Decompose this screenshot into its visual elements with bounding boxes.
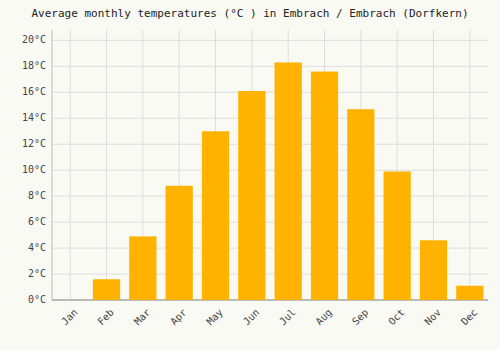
y-tick-label: 10°C [22, 164, 46, 175]
bar [420, 240, 447, 300]
x-tick-label: Jun [241, 307, 262, 328]
x-tick-label: Oct [386, 307, 407, 328]
x-grid-line [469, 30, 470, 300]
y-tick-label: 6°C [28, 216, 46, 227]
bar [275, 62, 302, 300]
y-tick-label: 16°C [22, 86, 46, 97]
y-tick-label: 14°C [22, 112, 46, 123]
y-grid-line [52, 222, 488, 223]
bar [57, 300, 84, 301]
y-tick-label: 2°C [28, 268, 46, 279]
x-tick-label: Jul [277, 307, 298, 328]
chart-svg: 0°C 2°C 4°C 6°C 8°C 10°C 12°C 14°C 16°C 18°C 20°C J… [0, 0, 500, 350]
y-tick-label: 8°C [28, 190, 46, 201]
y-grid-line [52, 118, 488, 119]
y-tick-label: 20°C [22, 34, 46, 45]
bar [311, 72, 338, 300]
x-tick-label: Apr [168, 307, 189, 328]
bar [384, 171, 411, 300]
y-tick-label: 18°C [22, 60, 46, 71]
x-tick-label: Mar [132, 307, 153, 328]
x-tick-label: Nov [422, 307, 443, 328]
chart-container: 0°C 2°C 4°C 6°C 8°C 10°C 12°C 14°C 16°C 18°C 20°C J… [0, 0, 500, 350]
y-grid-line [52, 92, 488, 93]
bar [93, 279, 120, 300]
y-tick-label: 0°C [28, 294, 46, 305]
y-grid-line [52, 144, 488, 145]
title: Average monthly temperatures (°C ) in Em… [31, 7, 468, 20]
bar [347, 109, 374, 300]
x-grid-line [106, 30, 107, 300]
y-tick-label: 12°C [22, 138, 46, 149]
y-tick-label: 4°C [28, 242, 46, 253]
x-tick-label: Jan [59, 307, 80, 328]
background [0, 0, 500, 350]
x-grid-line [70, 30, 71, 300]
x-tick-label: Dec [459, 307, 480, 328]
x-tick-label: Aug [313, 307, 334, 328]
bar [129, 236, 156, 300]
grid [52, 30, 488, 300]
bar [456, 286, 483, 300]
axes: 0°C 2°C 4°C 6°C 8°C 10°C 12°C 14°C 16°C 18°C 20°C J… [22, 30, 488, 327]
y-axis-line [52, 30, 53, 300]
x-tick-label: Sep [350, 307, 371, 328]
y-grid-line [52, 170, 488, 171]
bars [93, 62, 484, 300]
x-tick-label: Feb [95, 307, 116, 328]
bar [238, 91, 265, 300]
bar [166, 186, 193, 300]
x-tick-label: May [204, 307, 225, 328]
bar [202, 131, 229, 300]
y-grid-line [52, 196, 488, 197]
y-grid-line [52, 40, 488, 41]
y-grid-line [52, 66, 488, 67]
